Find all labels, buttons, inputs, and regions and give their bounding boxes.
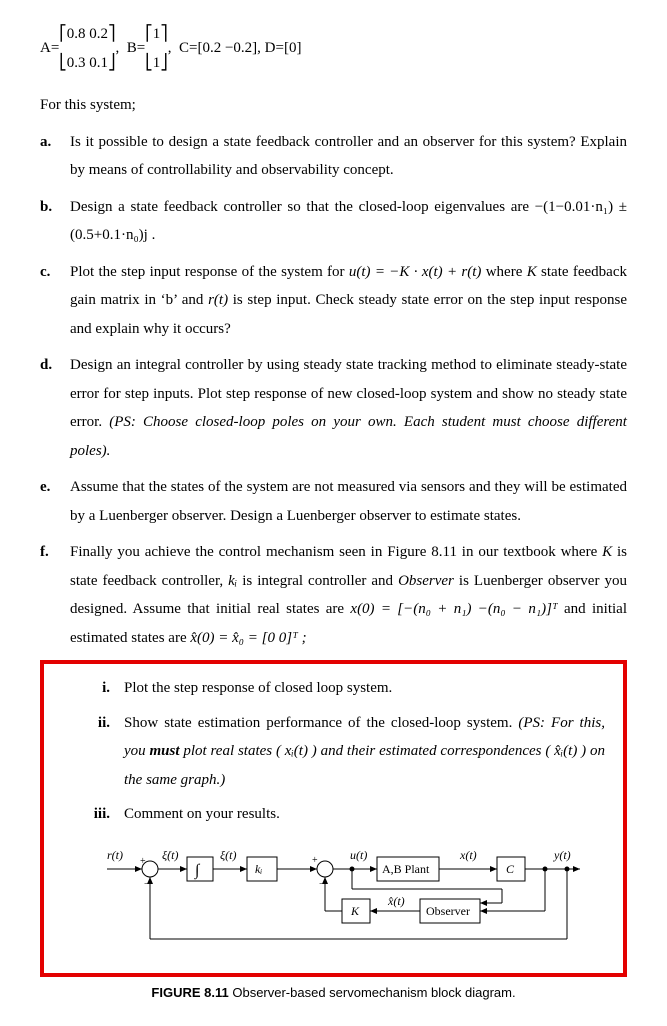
svg-text:+: + xyxy=(140,856,146,867)
svg-text:−: − xyxy=(319,879,325,890)
sub-i: i. Plot the step response of closed loop… xyxy=(62,674,605,703)
item-a-label: a. xyxy=(40,128,70,185)
item-d: d. Design an integral controller by usin… xyxy=(40,351,627,465)
item-a-text: Is it possible to design a state feedbac… xyxy=(70,128,627,185)
sub-ii-text: Show state estimation performance of the… xyxy=(124,709,605,795)
sub-i-text: Plot the step response of closed loop sy… xyxy=(124,674,605,703)
label-observer: Observer xyxy=(426,904,470,918)
label-xt: x(t) xyxy=(459,848,477,862)
svg-text:∫: ∫ xyxy=(194,862,201,880)
label-c: C xyxy=(506,862,515,876)
label-xi: ξ(t) xyxy=(220,848,236,862)
item-f-label: f. xyxy=(40,538,70,652)
item-c-text: Plot the step input response of the syst… xyxy=(70,258,627,344)
item-a: a. Is it possible to design a state feed… xyxy=(40,128,627,185)
item-d-label: d. xyxy=(40,351,70,465)
item-f: f. Finally you achieve the control mecha… xyxy=(40,538,627,652)
matrices-line: A=⎡0.8 0.2⎤⎣0.3 0.1⎦, B=⎡1⎤⎣1⎦, C=[0.2 −… xyxy=(40,20,627,77)
item-e: e. Assume that the states of the system … xyxy=(40,473,627,530)
item-e-label: e. xyxy=(40,473,70,530)
item-d-text: Design an integral controller by using s… xyxy=(70,351,627,465)
intro-text: For this system; xyxy=(40,91,627,120)
svg-text:−: − xyxy=(144,879,150,890)
item-b: b. Design a state feedback controller so… xyxy=(40,193,627,250)
block-diagram: r(t) + − ξ̇(t) ∫ ξ(t) kᵢ + − u(t) xyxy=(62,839,605,960)
label-yt: y(t) xyxy=(553,848,571,862)
label-xidot: ξ̇(t) xyxy=(162,848,178,862)
item-f-text: Finally you achieve the control mechanis… xyxy=(70,538,627,652)
svg-text:+: + xyxy=(312,855,318,866)
sub-iii-text: Comment on your results. xyxy=(124,800,605,829)
item-e-text: Assume that the states of the system are… xyxy=(70,473,627,530)
item-b-text: Design a state feedback controller so th… xyxy=(70,193,627,250)
label-rt: r(t) xyxy=(107,848,123,862)
label-plant: A,B Plant xyxy=(382,862,430,876)
item-c: c. Plot the step input response of the s… xyxy=(40,258,627,344)
sub-iii-label: iii. xyxy=(62,800,124,829)
label-ut: u(t) xyxy=(350,848,367,862)
label-ki: kᵢ xyxy=(255,862,262,876)
figure-caption: FIGURE 8.11 Observer-based servomechanis… xyxy=(40,981,627,1006)
label-K: K xyxy=(350,904,360,918)
item-c-label: c. xyxy=(40,258,70,344)
item-b-label: b. xyxy=(40,193,70,250)
label-xhat: x̂(t) xyxy=(387,894,405,908)
sub-ii: ii. Show state estimation performance of… xyxy=(62,709,605,795)
sub-ii-label: ii. xyxy=(62,709,124,795)
sub-iii: iii. Comment on your results. xyxy=(62,800,605,829)
highlighted-box: i. Plot the step response of closed loop… xyxy=(40,660,627,977)
sub-i-label: i. xyxy=(62,674,124,703)
